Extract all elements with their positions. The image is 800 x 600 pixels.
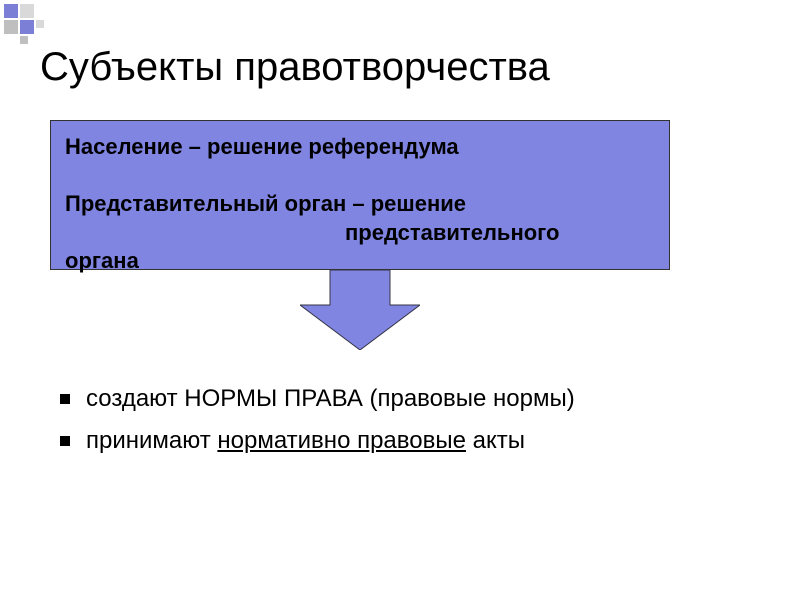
box-line-blank: [65, 162, 655, 191]
list-item: создают НОРМЫ ПРАВА (правовые нормы): [60, 385, 575, 413]
slide-title: Субъекты правотворчества: [40, 45, 550, 90]
bullet-marker-icon: [60, 394, 70, 404]
bullet-1-prefix: создают НОРМЫ ПРАВА (правовые нормы): [86, 385, 575, 412]
bullet-marker-icon: [60, 436, 70, 446]
box-line-2: Представительный орган – решение: [65, 190, 655, 219]
decoration-square: [4, 4, 18, 18]
bullet-list: создают НОРМЫ ПРАВА (правовые нормы) при…: [60, 385, 575, 469]
corner-decoration: [0, 0, 120, 50]
subjects-box: Население – решение референдума Представ…: [50, 120, 670, 270]
bullet-2-suffix: акты: [466, 427, 525, 454]
bullet-text-2: принимают нормативно правовые акты: [86, 427, 525, 455]
list-item: принимают нормативно правовые акты: [60, 427, 575, 455]
down-arrow: [300, 270, 420, 350]
decoration-square: [20, 36, 28, 44]
decoration-square: [20, 20, 34, 34]
decoration-square: [4, 20, 18, 34]
box-line-1: Население – решение референдума: [65, 133, 655, 162]
slide: Субъекты правотворчества Население – реш…: [0, 0, 800, 600]
decoration-square: [20, 4, 34, 18]
box-line-3-text: представительного: [345, 220, 559, 245]
arrow-shape: [300, 270, 420, 350]
bullet-text-1: создают НОРМЫ ПРАВА (правовые нормы): [86, 385, 575, 413]
box-line-3: представительного: [65, 219, 655, 248]
bullet-2-prefix: принимают: [86, 427, 217, 454]
bullet-2-underlined: нормативно правовые: [217, 427, 466, 454]
decoration-square: [36, 20, 44, 28]
